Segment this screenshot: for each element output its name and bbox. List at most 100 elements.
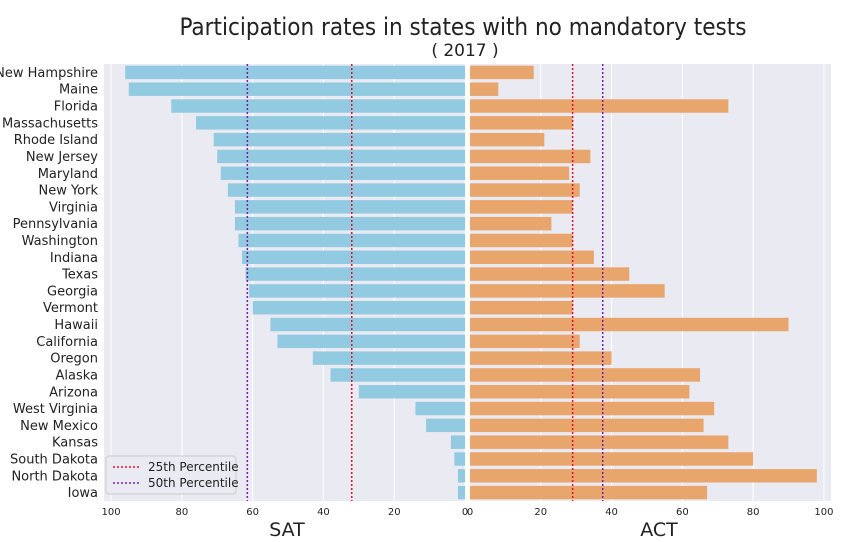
state-label: California	[36, 335, 98, 350]
sat-bar	[252, 300, 465, 315]
act-tick-label: 20	[534, 507, 547, 518]
sat-bar	[217, 149, 465, 164]
state-label: North Dakota	[11, 469, 98, 484]
act-bar	[470, 267, 630, 281]
act-tick-label: 100	[814, 507, 833, 518]
sat-bar	[196, 116, 466, 130]
state-label: New Mexico	[20, 419, 98, 434]
sat-bar	[415, 401, 465, 416]
sat-bar	[270, 317, 465, 332]
state-label: Virginia	[49, 200, 98, 215]
sat-bar	[171, 99, 465, 113]
act-bar	[470, 233, 573, 248]
state-label: Alaska	[55, 368, 98, 383]
state-label: Massachusetts	[2, 116, 98, 131]
act-bar	[470, 351, 612, 365]
act-bar	[470, 485, 708, 500]
sat-bar	[234, 216, 465, 231]
state-label: Vermont	[43, 301, 98, 316]
state-label: New York	[38, 184, 98, 199]
sat-bar	[358, 385, 465, 399]
sat-bar	[213, 132, 465, 147]
sat-bar	[457, 485, 465, 500]
legend-label-50th: 50th Percentile	[148, 476, 239, 490]
act-tick-label: 80	[747, 507, 760, 518]
state-label: Iowa	[68, 486, 98, 501]
act-bar	[470, 435, 729, 449]
sat-bar	[330, 368, 465, 382]
act-bar	[470, 300, 573, 315]
state-label: Florida	[54, 100, 98, 115]
act-bar	[470, 250, 594, 265]
sat-bar	[234, 200, 465, 214]
state-label: Maine	[59, 83, 98, 98]
act-bar	[470, 200, 573, 214]
legend-box	[105, 455, 237, 495]
act-tick-label: 40	[605, 507, 618, 518]
act-bar	[470, 385, 690, 399]
sat-tick-label: 20	[388, 507, 401, 518]
sat-bar	[227, 183, 465, 197]
state-label: Indiana	[50, 251, 98, 266]
sat-tick-label: 100	[102, 507, 121, 518]
act-axis-title: ACT	[640, 519, 678, 541]
act-bar	[470, 116, 573, 130]
state-label: Arizona	[49, 385, 98, 400]
act-tick-label: 60	[676, 507, 689, 518]
sat-tick-label: 0	[462, 507, 468, 518]
state-label: Rhode Island	[14, 133, 98, 148]
state-label: South Dakota	[10, 452, 98, 467]
sat-bar	[450, 435, 465, 449]
act-bar	[470, 216, 552, 231]
sat-bar	[426, 418, 465, 433]
sat-tick-label: 80	[175, 507, 188, 518]
sat-tick-label: 60	[246, 507, 259, 518]
sat-bar	[277, 334, 465, 349]
sat-bar	[312, 351, 465, 365]
act-bar	[470, 317, 789, 332]
act-tick-label: 0	[467, 507, 473, 518]
act-bar	[470, 368, 701, 382]
sat-bar	[125, 65, 465, 80]
act-bar	[470, 401, 715, 416]
act-bar	[470, 149, 591, 164]
sat-bar	[457, 469, 465, 483]
act-bar	[470, 183, 580, 197]
state-label: Maryland	[38, 167, 98, 182]
state-label: Texas	[61, 268, 98, 283]
act-bar	[470, 132, 545, 147]
legend-label-25th: 25th Percentile	[148, 460, 239, 474]
sat-bar	[220, 166, 465, 180]
legend: 25th Percentile 50th Percentile	[105, 455, 239, 495]
act-bar	[470, 469, 817, 483]
sat-bar	[245, 267, 465, 281]
sat-tick-label: 40	[317, 507, 330, 518]
act-bar	[470, 65, 534, 80]
act-bar	[470, 166, 570, 180]
state-label: New Jersey	[26, 150, 98, 165]
act-bar	[470, 99, 729, 113]
chart-subtitle: ( 2017 )	[431, 41, 498, 61]
state-label: Washington	[22, 234, 98, 249]
sat-axis-title: SAT	[269, 519, 305, 541]
act-bar	[470, 284, 665, 298]
state-label: Georgia	[47, 284, 98, 299]
state-label: Pennsylvania	[13, 217, 98, 232]
state-label: Oregon	[50, 352, 98, 367]
act-bar	[470, 334, 580, 349]
act-bar	[470, 418, 704, 433]
chart-title: Participation rates in states with no ma…	[179, 13, 746, 41]
sat-bar	[128, 82, 465, 96]
sat-bar	[249, 284, 465, 298]
state-label: New Hampshire	[0, 66, 98, 81]
state-label: Hawaii	[54, 318, 98, 333]
state-label: West Virginia	[13, 402, 98, 417]
act-bar	[470, 82, 499, 96]
sat-bar	[242, 250, 465, 265]
act-bar	[470, 452, 754, 466]
state-label: Kansas	[52, 436, 98, 451]
sat-bar	[454, 452, 465, 466]
act-panel: 0 20 40 60 80 100	[467, 64, 833, 518]
